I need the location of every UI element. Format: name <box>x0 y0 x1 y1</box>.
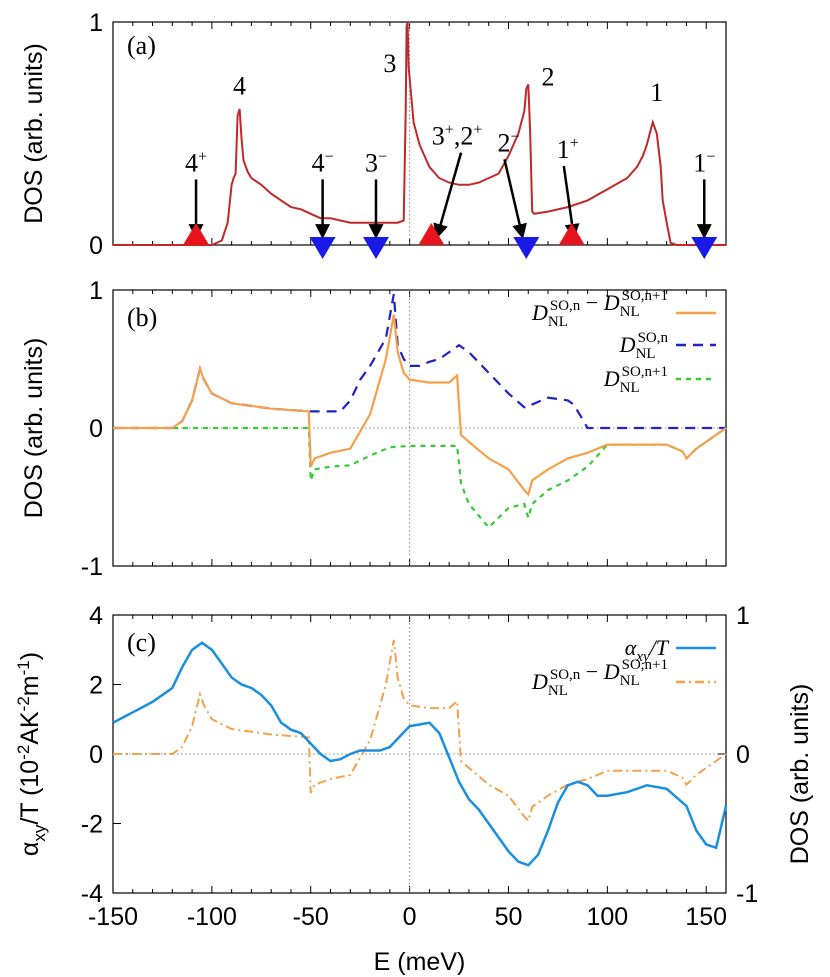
x-axis-tick-label: -50 <box>293 903 329 931</box>
peak-label: 1 <box>650 78 663 107</box>
down-triangle-marker <box>309 237 336 259</box>
arrow-label: 3− <box>365 148 387 177</box>
series-line-0 <box>112 641 728 867</box>
x-axis-tick-label: 100 <box>586 903 628 931</box>
x-axis-tick-label: -150 <box>88 903 138 931</box>
x-axis-tick-label: -100 <box>187 903 237 931</box>
up-triangle-marker <box>558 223 585 245</box>
y2-axis-tick-label: 0 <box>736 741 750 769</box>
y-axis-tick-label: 1 <box>89 277 103 305</box>
y-axis-tick-label: 0 <box>89 415 103 443</box>
legend-label: DNLSO,n − DNLSO,n+1 <box>531 288 668 330</box>
arrow-label: 4− <box>312 148 334 177</box>
peak-label: 3 <box>383 49 396 78</box>
y2-axis-tick-label: 1 <box>736 602 750 630</box>
panel-label: (a) <box>127 31 156 60</box>
up-triangle-marker <box>418 223 445 245</box>
x-axis-label: E (meV) <box>374 948 466 976</box>
pointer-arrow <box>433 152 463 239</box>
y-axis-tick-label: 0 <box>89 232 103 260</box>
down-triangle-marker <box>513 237 540 259</box>
y-axis-tick-label: 4 <box>89 602 103 630</box>
y2-axis-tick-label: -1 <box>736 880 758 908</box>
legend-label: αxy/T <box>625 635 670 665</box>
y-axis-label: DOS (arb. units) <box>20 43 48 224</box>
y-axis-tick-label: 0 <box>89 741 103 769</box>
plot-frame <box>112 21 727 246</box>
legend-label: DNLSO,n+1 <box>603 364 668 396</box>
down-triangle-marker <box>362 237 389 259</box>
y-axis-label: DOS (arb. units) <box>20 338 48 519</box>
arrow-label: 2− <box>497 128 519 157</box>
series-line-2 <box>113 426 727 530</box>
series-line-1 <box>113 639 727 823</box>
panel-label: (b) <box>127 303 157 332</box>
legend-label: DNLSO,n <box>619 330 669 362</box>
legend-label: DNLSO,n − DNLSO,n+1 <box>531 657 668 699</box>
arrow-label: 1+ <box>557 135 579 164</box>
down-triangle-marker <box>691 237 718 259</box>
up-triangle-marker <box>183 223 210 245</box>
peak-label: 4 <box>233 71 246 100</box>
y-axis-tick-label: 2 <box>89 672 103 700</box>
y-axis-tick-label: -4 <box>81 880 103 908</box>
arrow-label: 1− <box>693 148 715 177</box>
pointer-arrow <box>503 159 527 240</box>
panel-label: (c) <box>127 628 156 657</box>
y-axis-tick-label: 1 <box>89 9 103 37</box>
x-axis-tick-label: 50 <box>495 903 523 931</box>
y-axis-tick-label: -2 <box>81 811 103 839</box>
dos-series-line <box>113 21 726 246</box>
panel-b: -1 0 1 (b) DNLSO,n − DNLSO,n+1DNLSO,nDNLSO,n… <box>20 277 727 581</box>
peak-label: 2 <box>542 63 555 92</box>
arrow-label: 3+,2+ <box>432 122 483 151</box>
y2-axis-label: DOS (arb. units) <box>786 684 814 865</box>
arrow-label: 4+ <box>185 148 207 177</box>
panel-a: 0 1 (a) 4 3 2 1 4+ 4− 3− 3+,2+ 2− 1+ 1− DOS (arb. unit… <box>20 9 727 260</box>
x-axis-tick-label: 0 <box>403 903 417 931</box>
y-axis-tick-label: -1 <box>81 553 103 581</box>
series-line-0 <box>113 314 727 497</box>
x-axis-tick-label: 150 <box>685 903 727 931</box>
y-axis-label: αxy/T (10-2AK-2m-1) <box>14 652 49 856</box>
